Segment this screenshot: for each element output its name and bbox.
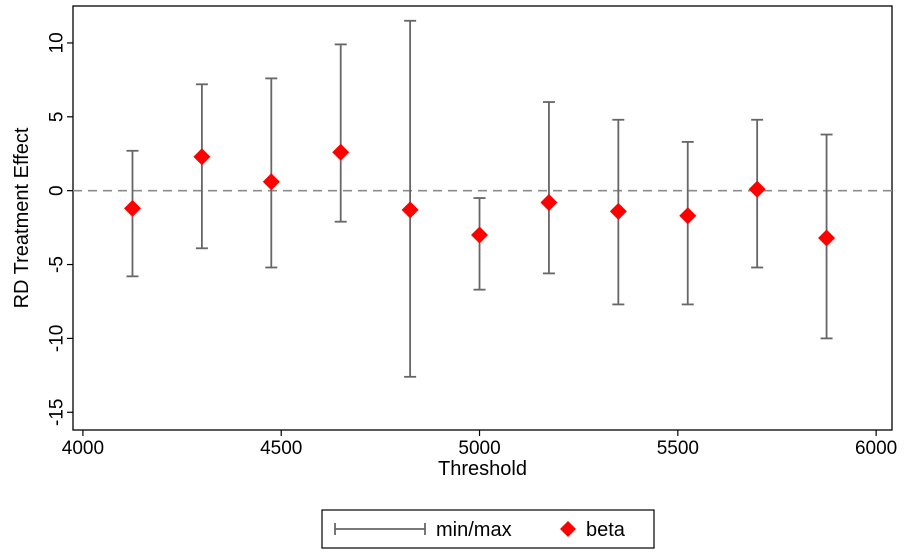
beta-point (123, 199, 141, 217)
x-axis-label: Threshold (438, 458, 527, 480)
beta-point (818, 229, 836, 247)
beta-point (193, 148, 211, 166)
legend-entry-beta: beta (586, 519, 626, 541)
y-tick-label: 0 (47, 185, 68, 196)
y-tick-label: 10 (47, 32, 68, 53)
min-max-range (542, 101, 555, 275)
x-tick-label: 5000 (458, 438, 500, 459)
y-tick-label: -5 (47, 256, 68, 273)
x-tick-label: 6000 (855, 438, 897, 459)
beta-point (540, 193, 558, 211)
y-tick-label: 5 (47, 112, 68, 123)
x-tick-label: 4500 (260, 438, 302, 459)
beta-point (471, 226, 489, 244)
beta-point (262, 173, 280, 191)
x-tick-label: 5500 (657, 438, 699, 459)
y-axis-label: RD Treatment Effect (11, 127, 33, 308)
legend-range-symbol (334, 523, 426, 535)
legend-entry-min-max: min/max (436, 519, 512, 541)
legend-diamond-marker (560, 521, 576, 537)
beta-point (748, 180, 766, 198)
min-max-range (404, 19, 417, 378)
min-max-range (473, 197, 486, 291)
beta-point (332, 143, 350, 161)
beta-point (679, 207, 697, 225)
beta-point (609, 202, 627, 220)
min-max-range (265, 77, 278, 269)
beta-point (401, 201, 419, 219)
min-max-range (195, 83, 208, 250)
y-tick-label: -15 (47, 399, 68, 426)
x-tick-label: 4000 (62, 438, 104, 459)
min-max-range (334, 43, 347, 223)
y-tick-label: -10 (47, 325, 68, 352)
legend: min/max beta (321, 509, 655, 549)
plot-area: -15 -10 -5 0 5 10 4000 4500 5000 5500 6000 (47, 5, 897, 459)
plot-frame (72, 5, 893, 431)
